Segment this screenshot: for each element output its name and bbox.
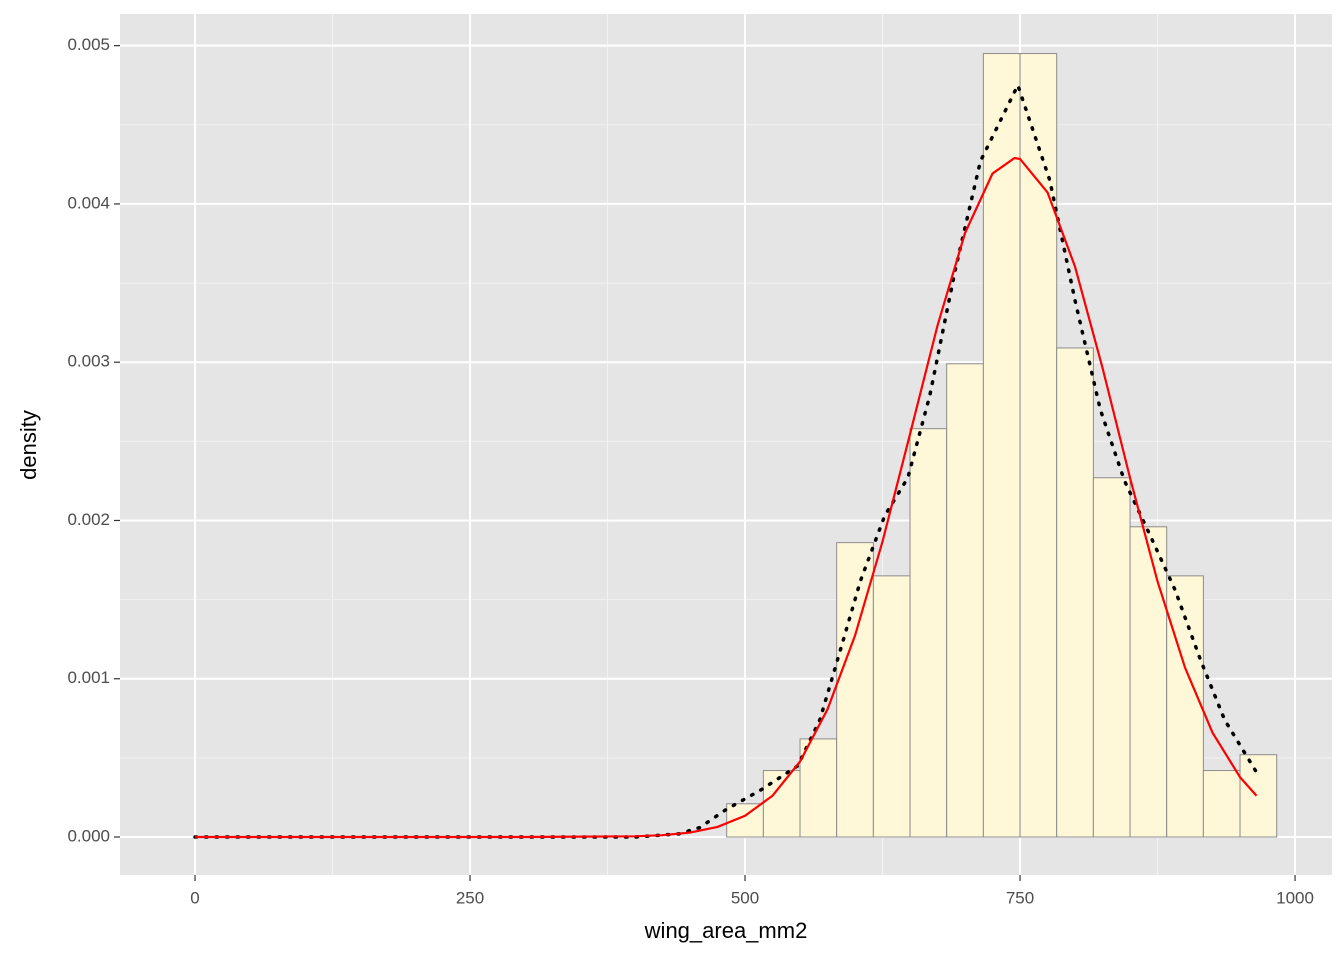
x-tick-label: 1000: [1276, 888, 1314, 907]
y-tick-label: 0.004: [67, 193, 110, 212]
bar: [1019, 53, 1058, 838]
bar: [762, 770, 801, 838]
y-tick-label: 0.002: [67, 510, 110, 529]
y-tick-label: 0.000: [67, 826, 110, 845]
bar: [1239, 754, 1278, 838]
x-tick-label: 500: [731, 888, 759, 907]
x-tick-label: 250: [456, 888, 484, 907]
x-tick-label: 750: [1006, 888, 1034, 907]
density-curve: [195, 156, 1258, 839]
y-axis-title: density: [16, 410, 41, 480]
bar: [799, 738, 838, 838]
y-tick-label: 0.001: [67, 668, 110, 687]
bar: [982, 53, 1021, 838]
bar: [1129, 526, 1168, 838]
bar: [836, 542, 874, 838]
y-tick-label: 0.005: [67, 35, 110, 54]
x-tick-label: 0: [190, 888, 199, 907]
bar: [872, 575, 911, 838]
bar: [1202, 770, 1241, 838]
y-tick-label: 0.003: [67, 352, 110, 371]
bar: [1092, 477, 1131, 838]
bar: [909, 428, 948, 838]
x-axis-title: wing_area_mm2: [644, 918, 808, 943]
bar: [1166, 575, 1204, 838]
bar: [1056, 347, 1094, 838]
bar: [946, 363, 984, 838]
